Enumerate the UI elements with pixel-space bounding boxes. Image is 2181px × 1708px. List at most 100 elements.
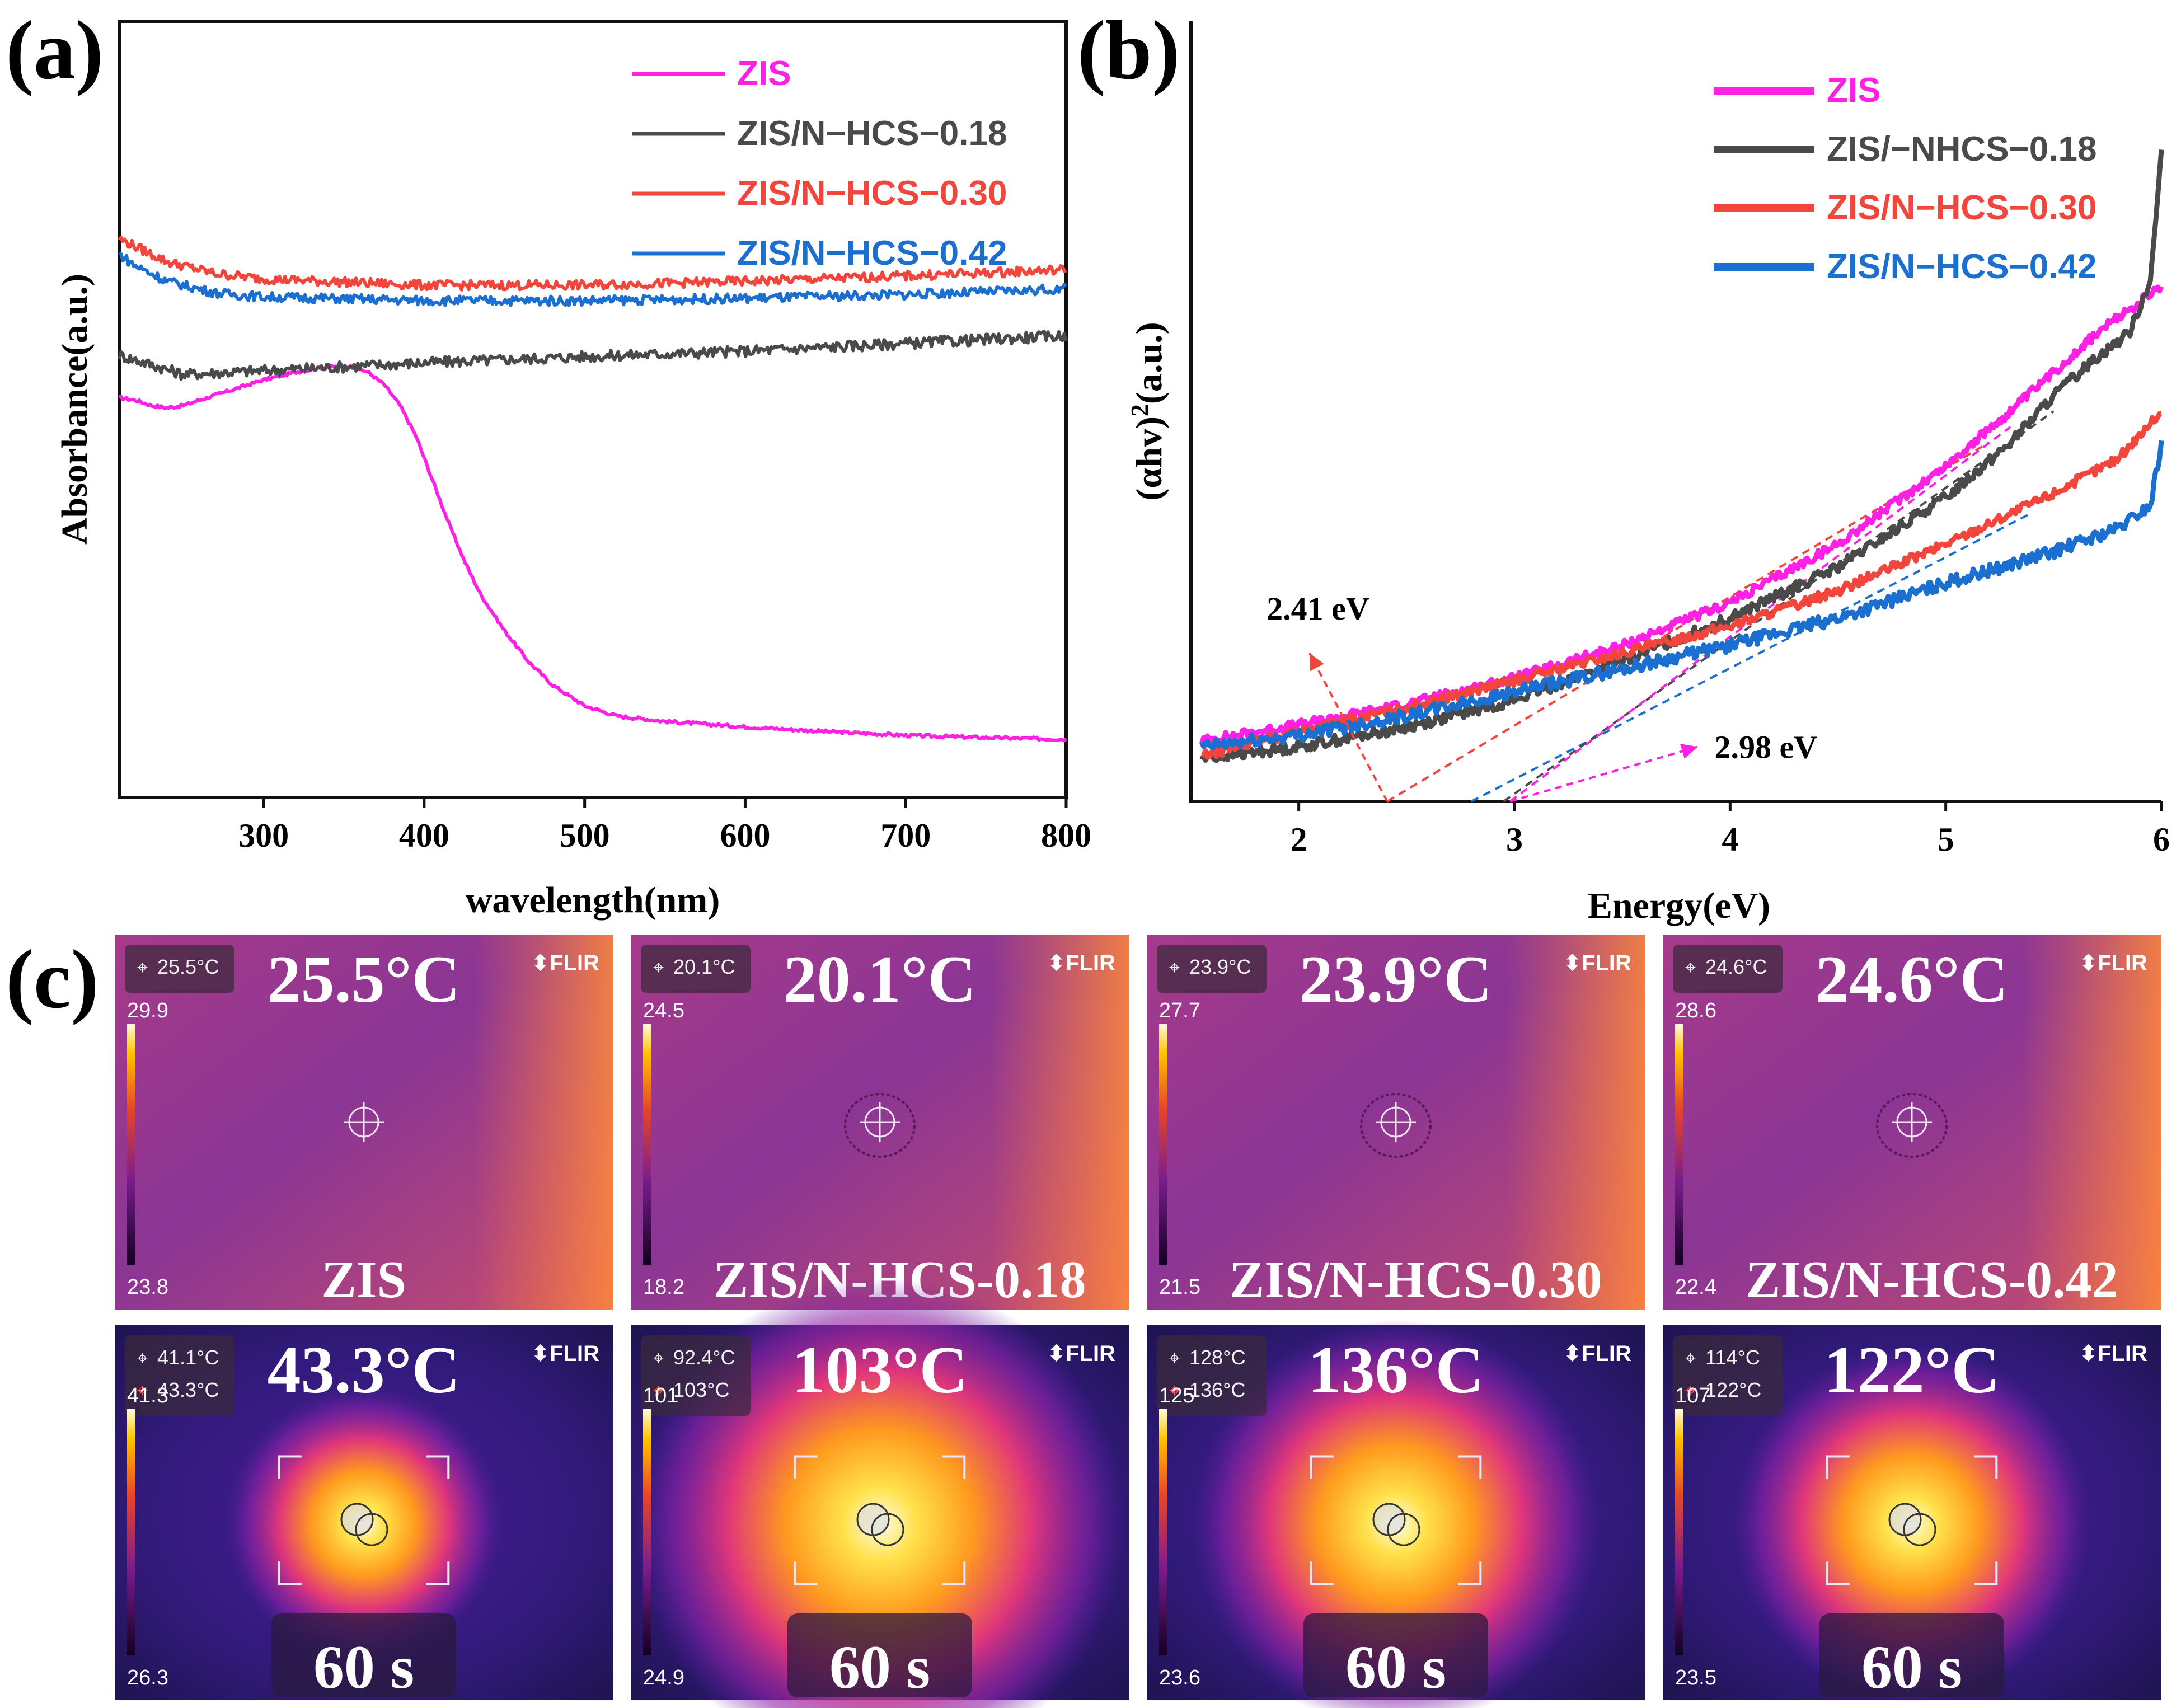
sample-outline [844, 1093, 916, 1158]
thermal-image-grid: ⌖ 25.5°C 29.9 23.8 ⬍FLIR 25.5°C ZIS ⌖ 20.1°C 24.5… [115, 935, 2161, 1708]
x-tick-label-b-1: 3 [1506, 821, 1523, 858]
flir-logo: ⬍FLIR [1047, 951, 1115, 975]
annotation-arrowhead-1 [1680, 744, 1698, 759]
spot-readout-box [1157, 1335, 1267, 1416]
spot-readout-value: 128°C [1189, 1346, 1245, 1369]
flir-logo: ⬍FLIR [531, 1341, 599, 1366]
series-line-b-3 [1199, 440, 2164, 751]
scale-max-value: 41.3 [127, 1384, 168, 1407]
x-tick-label-a-0: 300 [238, 817, 289, 854]
plot-frame-a [118, 20, 1068, 799]
thermal-image-0: ⌖ 25.5°C 29.9 23.8 ⬍FLIR 25.5°C ZIS [115, 935, 613, 1310]
spot-readout-value: 25.5°C [157, 955, 219, 978]
chart-a: 300 400 500 600 700 800 wavelength(nm) Absorb… [54, 20, 1091, 921]
spot-marker-icon [1903, 1513, 1936, 1546]
scale-max-value: 27.7 [1159, 999, 1200, 1022]
legend-label-a-1: ZIS/N−HCS−0.18 [737, 114, 1007, 153]
spot-icon: ⌖ [1685, 1348, 1696, 1369]
warm-region [473, 935, 613, 1310]
chart-a-ticks: 300 400 500 600 700 800 [238, 797, 1091, 854]
time-caption: 60 s [313, 1633, 414, 1701]
y-axis-label-b: (αhv)2(a.u.) [1126, 322, 1170, 500]
scale-max-value: 24.5 [643, 999, 684, 1022]
big-temperature: 20.1°C [784, 942, 977, 1016]
spot-readout-value: 23.9°C [1189, 955, 1251, 978]
measure-box [278, 1455, 450, 1585]
annotations-b: 2.41 eV 2.98 eV [1267, 590, 1817, 803]
scale-max-value: 29.9 [127, 999, 168, 1022]
spot-readout-value: 41.1°C [157, 1346, 219, 1369]
spot-marker-icon [340, 1503, 374, 1536]
scale-min-value: 26.3 [127, 1666, 168, 1690]
axes-b [1189, 21, 2161, 803]
y-label-b-sup: 2 [1126, 404, 1153, 416]
series-line-a-3 [118, 251, 1068, 307]
time-caption: 60 s [1861, 1633, 1962, 1701]
scale-max-value: 107 [1675, 1384, 1710, 1407]
measure-box [794, 1455, 966, 1585]
legend-label-a-2: ZIS/N−HCS−0.30 [737, 174, 1007, 213]
max-spot-icon: ⌖ [1169, 1380, 1180, 1401]
spot-marker-icon [1387, 1513, 1420, 1546]
x-axis-label-b: Energy(eV) [1588, 885, 1770, 926]
legend-label-b-2: ZIS/N−HCS−0.30 [1827, 189, 2096, 227]
measure-box [1826, 1455, 1998, 1585]
panel-label-c: (c) [6, 933, 99, 1026]
spot-readout-box [1157, 945, 1267, 993]
time-badge [1303, 1613, 1488, 1697]
spot-readout-value: 136°C [1189, 1378, 1245, 1401]
color-scale-bar [127, 1409, 135, 1655]
scale-min-value: 21.5 [1159, 1275, 1200, 1299]
time-badge [1819, 1613, 2004, 1697]
time-caption: 60 s [829, 1633, 930, 1701]
spot-icon: ⌖ [137, 957, 148, 978]
flir-logo: ⬍FLIR [531, 951, 599, 975]
series-line-a-2 [118, 235, 1067, 292]
color-scale-bar [127, 1024, 135, 1265]
color-scale-bar [1675, 1024, 1683, 1265]
color-scale-bar [643, 1409, 651, 1655]
spot-readout-value: 20.1°C [673, 955, 735, 978]
x-tick-label-b-0: 2 [1291, 821, 1307, 858]
legend-label-a-0: ZIS [737, 54, 791, 93]
spot-readout-value: 43.3°C [157, 1378, 219, 1401]
spot-readout-value: 114°C [1705, 1346, 1760, 1369]
sample-caption: ZIS [321, 1251, 406, 1309]
sample-outline [1876, 1093, 1948, 1158]
measure-box [1310, 1455, 1482, 1585]
max-spot-icon: ⌖ [653, 1380, 664, 1401]
hot-spot [634, 1278, 1126, 1708]
x-tick-label-a-4: 700 [880, 817, 931, 854]
spot-readout-box [125, 1335, 234, 1416]
spot-icon: ⌖ [1169, 1348, 1180, 1369]
spot-readout-value: 92.4°C [673, 1346, 735, 1369]
spot-icon: ⌖ [653, 1348, 664, 1369]
spot-marker-icon [871, 1513, 904, 1546]
color-scale-bar [643, 1024, 651, 1265]
big-temperature: 122°C [1824, 1332, 2000, 1407]
thermal-image-3: ⌖ 24.6°C 28.6 22.4 ⬍FLIR 24.6°C ZIS/N-HCS-0.42 [1663, 935, 2161, 1310]
x-tick-label-a-3: 600 [720, 817, 770, 854]
x-tick-label-b-3: 5 [1938, 821, 1954, 858]
series-line-a-0 [119, 363, 1068, 743]
legend-label-b-1: ZIS/−NHCS−0.18 [1827, 130, 2096, 168]
warm-region [1505, 935, 1645, 1310]
panel-label-a: (a) [6, 4, 104, 97]
tangent-line-1 [1471, 512, 2033, 803]
spot-readout-box [1673, 1335, 1783, 1416]
legend-b: ZIS ZIS/−NHCS−0.18 ZIS/N−HCS−0.30 ZIS/N−HCS… [1714, 71, 2096, 286]
chart-b-series [1199, 149, 2164, 763]
spot-readout-value: 103°C [673, 1378, 729, 1401]
x-tick-label-a-5: 800 [1041, 817, 1091, 854]
big-temperature: 103°C [792, 1332, 968, 1407]
warm-region [2021, 935, 2161, 1310]
spot-marker-icon [1888, 1503, 1922, 1536]
scale-min-value: 18.2 [643, 1275, 684, 1299]
flir-logo: ⬍FLIR [2079, 951, 2147, 975]
color-scale-bar [1159, 1409, 1167, 1655]
spot-marker-icon [355, 1513, 388, 1546]
